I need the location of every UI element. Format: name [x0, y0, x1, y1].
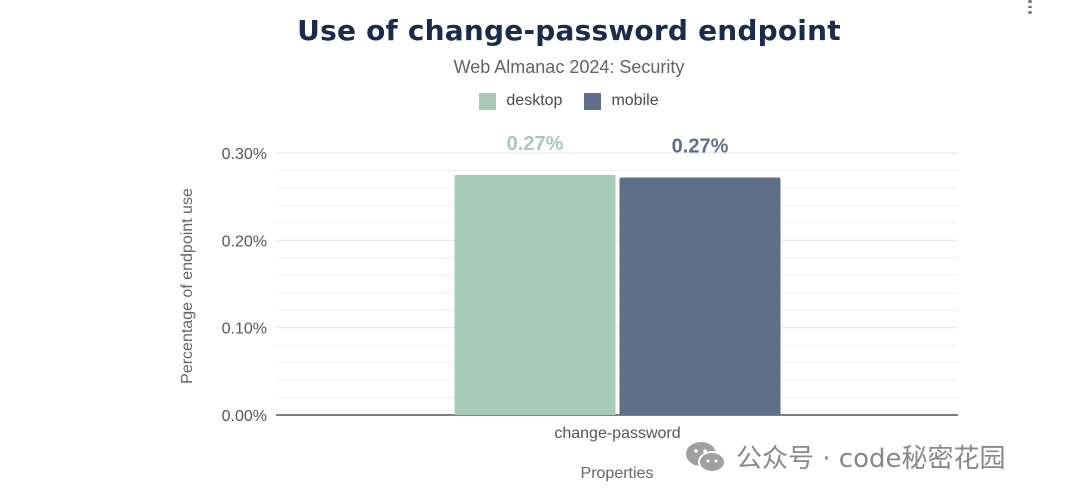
y-tick-label: 0.00%: [222, 408, 267, 425]
chart-subtitle: Web Almanac 2024: Security: [453, 57, 685, 77]
chart-title: Use of change-password endpoint: [297, 14, 841, 47]
more-vert-icon[interactable]: [1026, 0, 1034, 15]
x-axis-title: Properties: [581, 465, 654, 482]
legend-item-desktop[interactable]: desktop: [479, 92, 562, 110]
data-label-desktop: 0.27%: [507, 133, 564, 155]
y-axis-title: Percentage of endpoint use: [179, 188, 196, 384]
bar-mobile: [619, 177, 781, 415]
legend: desktop mobile: [0, 92, 1080, 110]
legend-swatch-desktop: [479, 92, 497, 110]
legend-swatch-mobile: [584, 92, 602, 110]
bar-desktop: [454, 174, 616, 415]
x-tick-label: change-password: [554, 425, 680, 442]
y-tick-label: 0.10%: [222, 321, 267, 338]
watermark-text: 公众号 · code秘密花园: [736, 444, 1006, 474]
legend-label-desktop: desktop: [506, 92, 563, 109]
wechat-icon: [686, 441, 726, 473]
watermark: 公众号 · code秘密花园: [684, 438, 1006, 475]
legend-item-mobile[interactable]: mobile: [584, 92, 659, 110]
y-tick-label: 0.20%: [222, 233, 267, 250]
legend-label-mobile: mobile: [611, 92, 659, 109]
y-tick-label: 0.30%: [222, 146, 267, 163]
data-label-mobile: 0.27%: [672, 135, 729, 157]
